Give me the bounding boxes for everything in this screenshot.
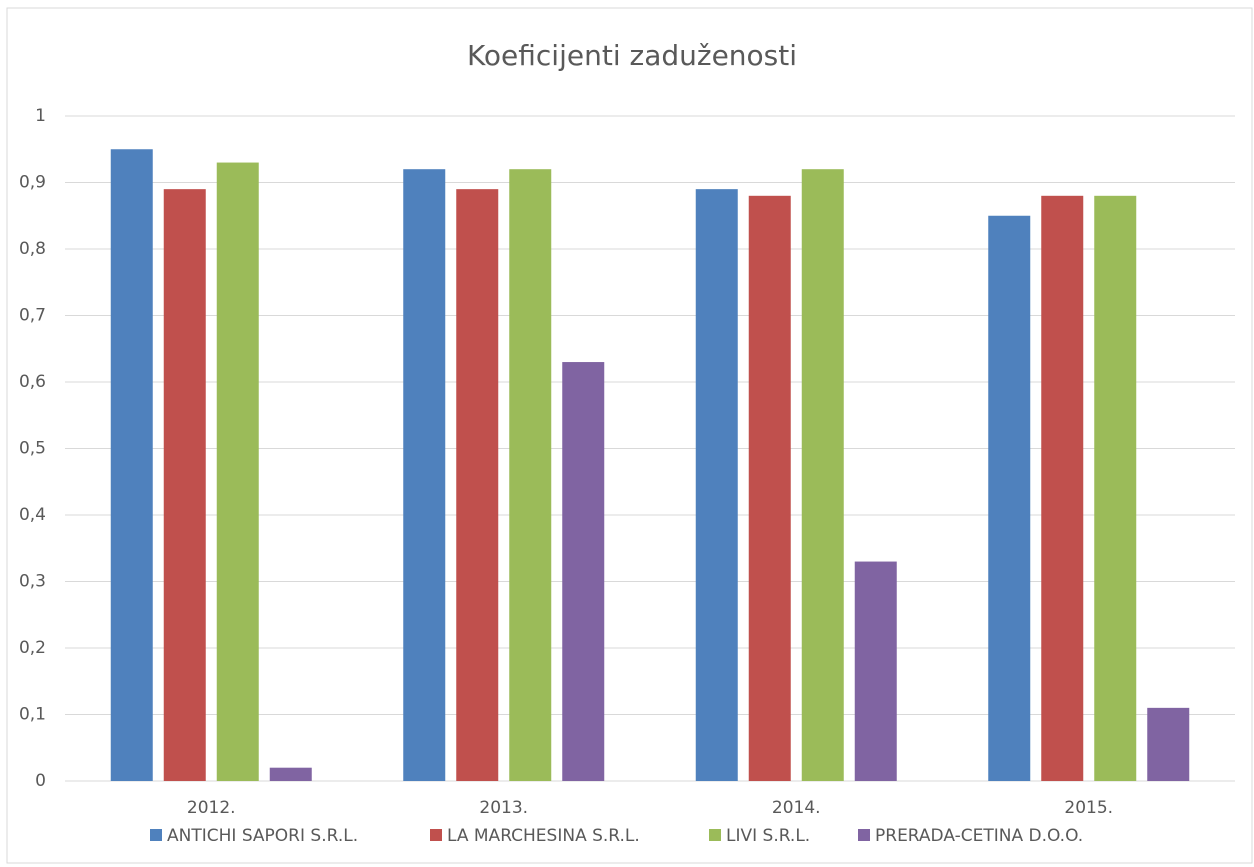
y-tick-label: 0,2 <box>19 638 46 658</box>
y-tick-label: 0 <box>35 771 46 791</box>
bar <box>509 169 552 781</box>
legend-swatch <box>709 829 721 841</box>
bar <box>748 195 791 782</box>
bar <box>801 169 844 781</box>
bar <box>988 215 1031 781</box>
bar <box>1041 195 1084 782</box>
x-tick-label: 2014. <box>772 798 821 818</box>
legend-swatch <box>858 829 870 841</box>
y-tick-label: 0,6 <box>19 372 46 392</box>
y-tick-label: 0,9 <box>19 173 46 193</box>
bar <box>163 189 206 781</box>
x-tick-label: 2012. <box>187 798 236 818</box>
x-tick-label: 2013. <box>479 798 528 818</box>
bar <box>695 189 738 781</box>
y-tick-label: 0,3 <box>19 572 46 592</box>
chart-title: Koeficijenti zaduženosti <box>467 39 797 72</box>
y-tick-label: 0,5 <box>19 439 46 459</box>
x-tick-label: 2015. <box>1064 798 1113 818</box>
bar <box>456 189 499 781</box>
legend-label: LA MARCHESINA S.R.L. <box>447 826 640 846</box>
y-tick-label: 0,7 <box>19 306 46 326</box>
legend-swatch <box>150 829 162 841</box>
y-tick-label: 0,4 <box>19 505 46 525</box>
bar <box>269 767 312 781</box>
y-tick-label: 0,8 <box>19 239 46 259</box>
legend-label: ANTICHI SAPORI S.R.L. <box>167 826 358 846</box>
bar <box>1147 707 1190 781</box>
y-tick-label: 0,1 <box>19 705 46 725</box>
bar <box>216 162 259 782</box>
bar <box>562 362 605 781</box>
y-tick-label: 1 <box>35 106 46 126</box>
legend-label: PRERADA-CETINA D.O.O. <box>875 826 1083 846</box>
bar <box>1094 195 1137 782</box>
legend-swatch <box>430 829 442 841</box>
legend-label: LIVI S.R.L. <box>726 826 810 846</box>
bar <box>854 561 897 781</box>
bar <box>403 169 446 781</box>
bar <box>110 149 153 781</box>
